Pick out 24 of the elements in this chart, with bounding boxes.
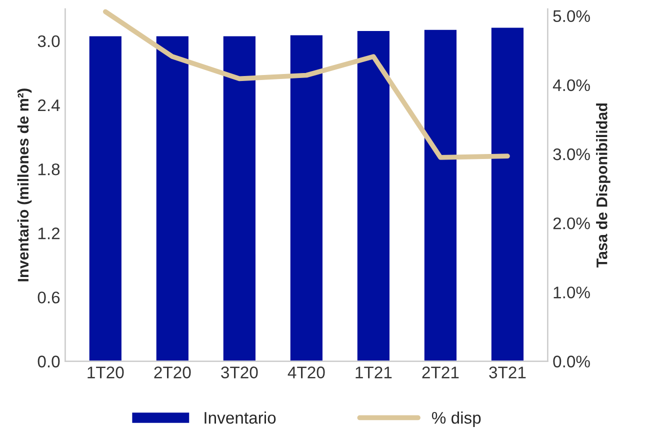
y2-axis-title: Tasa de Disponibilidad	[596, 103, 610, 268]
line-series	[102, 9, 510, 160]
y2-tick-label: 3.0%	[553, 148, 590, 160]
y-axis-title: Inventario (millones de m²)	[17, 88, 32, 282]
y2-tick-label: 0.0%	[553, 356, 590, 368]
x-tick-label: 1T20	[88, 366, 124, 378]
y2-tick-label: 1.0%	[554, 286, 590, 298]
y-tick-label: 3.0	[38, 35, 60, 48]
x-tick-label: 1T21	[356, 366, 392, 378]
x-tick-label: 2T21	[422, 366, 459, 378]
y-tick-label: 0.6	[38, 292, 60, 304]
y-tick-label: 0.0	[38, 356, 60, 368]
x-tick-label: 4T20	[288, 366, 325, 378]
y2-tick-label: 5.0%	[553, 10, 590, 22]
x-tick-label: 3T21	[489, 366, 526, 378]
y-tick-label: 1.2	[38, 228, 60, 240]
legend-label: % disp	[432, 411, 481, 428]
legend-label: Inventario	[204, 411, 276, 424]
y-tick-label: 2.4	[38, 99, 60, 112]
y2-tick-label: 2.0%	[553, 217, 590, 230]
y-tick-label: 1.8	[38, 163, 60, 176]
y2-tick-label: 4.0%	[552, 79, 590, 92]
x-tick-label: 3T20	[221, 366, 258, 378]
x-tick-label: 2T20	[154, 366, 191, 378]
